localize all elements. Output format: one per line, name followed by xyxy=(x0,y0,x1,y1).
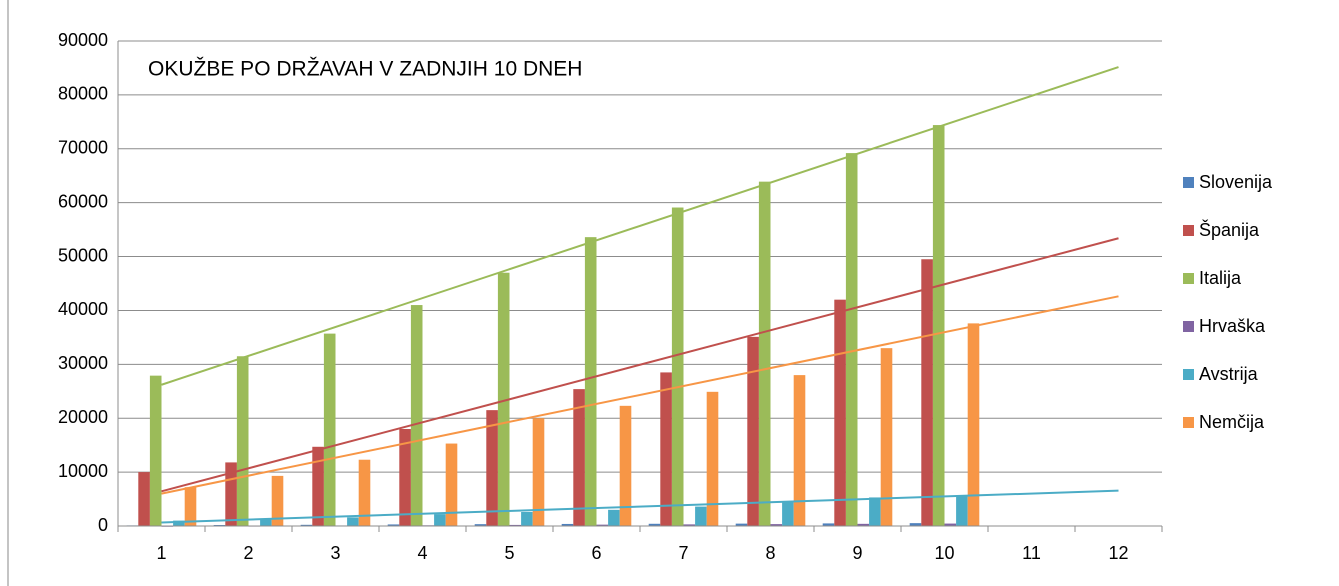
bar xyxy=(236,356,249,526)
y-tick-label: 90000 xyxy=(58,30,108,50)
bar xyxy=(869,497,881,526)
legend-swatch xyxy=(1183,273,1194,284)
legend-label: Slovenija xyxy=(1199,172,1273,192)
bar xyxy=(921,259,933,526)
trendline xyxy=(161,489,1119,524)
bar xyxy=(608,509,620,526)
bar xyxy=(845,153,858,527)
bar xyxy=(857,523,870,526)
bar xyxy=(445,443,458,526)
bar xyxy=(735,523,748,526)
bar xyxy=(660,372,672,526)
x-tick-label: 2 xyxy=(243,543,253,563)
bar xyxy=(967,323,980,526)
bar xyxy=(880,348,893,526)
bar xyxy=(521,511,533,526)
bar xyxy=(532,418,545,526)
x-tick-label: 10 xyxy=(934,543,954,563)
bar xyxy=(758,181,771,526)
bar xyxy=(695,506,707,526)
x-tick-label: 7 xyxy=(678,543,688,563)
y-tick-label: 60000 xyxy=(58,191,108,211)
bar xyxy=(138,472,150,526)
x-tick-label: 9 xyxy=(852,543,862,563)
bar xyxy=(184,487,197,526)
trendline xyxy=(161,237,1119,493)
x-tick-label: 8 xyxy=(765,543,775,563)
bar xyxy=(509,524,522,526)
bar xyxy=(747,336,759,526)
trendline xyxy=(161,66,1119,386)
trendline xyxy=(161,295,1119,495)
legend-swatch xyxy=(1183,369,1194,380)
x-tick-label: 12 xyxy=(1108,543,1128,563)
bar xyxy=(822,523,835,526)
y-tick-label: 50000 xyxy=(58,245,108,265)
bar xyxy=(782,501,794,526)
bar xyxy=(956,495,968,526)
y-tick-label: 40000 xyxy=(58,299,108,319)
legend-label: Hrvaška xyxy=(1199,316,1266,336)
x-tick-label: 4 xyxy=(417,543,427,563)
bar xyxy=(770,524,783,526)
bar xyxy=(834,299,846,526)
bar xyxy=(300,524,313,526)
legend-swatch xyxy=(1183,177,1194,188)
y-tick-label: 80000 xyxy=(58,84,108,104)
legend-label: Avstrija xyxy=(1199,364,1259,384)
bar xyxy=(648,523,661,526)
y-tick-label: 0 xyxy=(98,515,108,535)
legend-swatch xyxy=(1183,321,1194,332)
y-tick-label: 10000 xyxy=(58,461,108,481)
bar xyxy=(671,207,684,526)
bar xyxy=(596,524,609,526)
bar xyxy=(225,462,237,526)
x-tick-label: 11 xyxy=(1022,543,1041,563)
bar xyxy=(486,410,498,526)
bar xyxy=(561,523,574,526)
bar xyxy=(399,429,411,526)
y-tick-label: 20000 xyxy=(58,407,108,427)
legend-swatch xyxy=(1183,225,1194,236)
bar xyxy=(149,375,162,526)
x-tick-label: 6 xyxy=(591,543,601,563)
legend-swatch xyxy=(1183,417,1194,428)
bar xyxy=(932,125,945,527)
bar xyxy=(410,305,423,526)
y-tick-label: 30000 xyxy=(58,353,108,373)
bar xyxy=(573,389,585,526)
bar xyxy=(706,391,719,526)
bar xyxy=(944,523,957,526)
bar xyxy=(271,475,284,526)
bar xyxy=(497,272,510,526)
x-tick-label: 1 xyxy=(156,543,166,563)
bar xyxy=(793,375,806,526)
bar xyxy=(683,524,696,526)
bar xyxy=(173,520,185,526)
bar xyxy=(434,514,446,526)
x-tick-label: 5 xyxy=(504,543,514,563)
bar xyxy=(312,446,324,526)
bar xyxy=(260,518,272,526)
x-tick-label: 3 xyxy=(330,543,340,563)
bar xyxy=(619,405,632,526)
bar xyxy=(387,524,400,526)
bar xyxy=(474,524,487,526)
bar xyxy=(347,517,359,526)
legend-label: Nemčija xyxy=(1199,412,1265,432)
y-tick-label: 70000 xyxy=(58,138,108,158)
bar xyxy=(323,333,336,526)
bar xyxy=(358,459,371,526)
chart-title: OKUŽBE PO DRŽAVAH V ZADNJIH 10 DNEH xyxy=(148,58,582,81)
legend-label: Italija xyxy=(1199,268,1242,288)
bar xyxy=(909,523,922,526)
legend-label: Španija xyxy=(1199,219,1260,240)
bar xyxy=(584,237,597,526)
